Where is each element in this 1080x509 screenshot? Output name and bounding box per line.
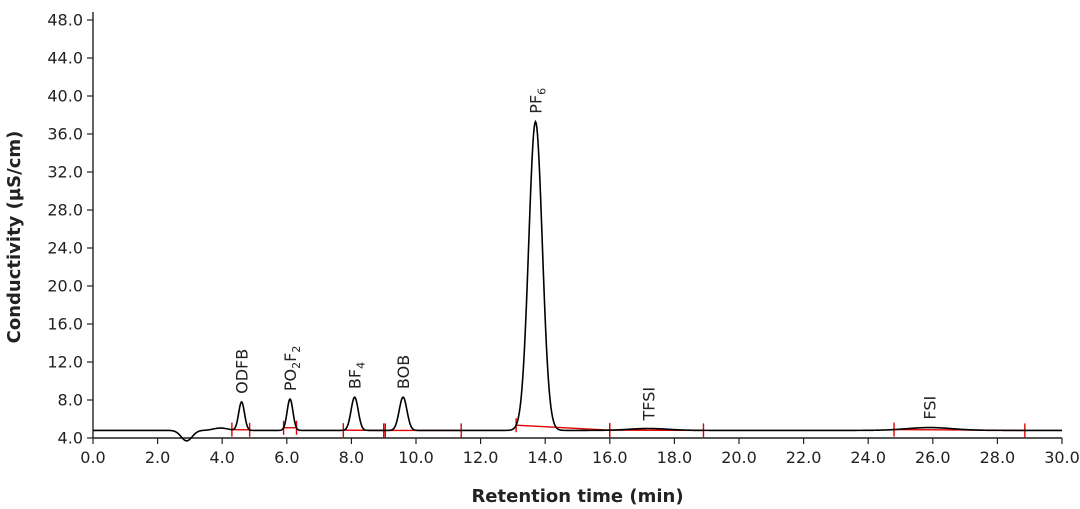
y-tick-label: 32.0	[47, 163, 83, 182]
peak-label-text: BOB	[394, 355, 413, 389]
peak-label-text: PO	[281, 369, 300, 391]
x-tick-label: 30.0	[1044, 448, 1080, 467]
x-tick-label: 20.0	[721, 448, 757, 467]
peak-label: BF4	[346, 362, 368, 389]
peak-label-text: BF	[346, 369, 365, 389]
peak-label: BOB	[394, 355, 413, 389]
x-tick-label: 22.0	[786, 448, 822, 467]
peak-label-subscript: 6	[536, 88, 549, 95]
integration-markers	[231, 418, 1026, 438]
x-tick-label: 26.0	[915, 448, 951, 467]
y-tick-label: 36.0	[47, 125, 83, 144]
integration-baseline	[516, 424, 610, 431]
peak-label-text: ODFB	[233, 349, 252, 394]
peak-label: ODFB	[233, 349, 252, 394]
y-tick-label: 16.0	[47, 315, 83, 334]
x-tick-label: 12.0	[463, 448, 499, 467]
x-tick-label: 16.0	[592, 448, 628, 467]
x-tick-label: 28.0	[980, 448, 1016, 467]
peak-label-subscript: 2	[290, 362, 303, 369]
x-tick-label: 0.0	[80, 448, 105, 467]
y-tick-label: 40.0	[47, 87, 83, 106]
x-tick-label: 10.0	[398, 448, 434, 467]
peak-label: PO2F2	[281, 346, 303, 391]
chromatogram-trace	[93, 119, 1062, 442]
y-tick-label: 12.0	[47, 353, 83, 372]
axes	[92, 12, 1062, 439]
y-tick-label: 48.0	[47, 11, 83, 30]
peak-label: FSI	[921, 396, 940, 420]
y-tick-label: 4.0	[58, 429, 83, 448]
y-tick-label: 20.0	[47, 277, 83, 296]
peak-label: PF6	[527, 88, 549, 114]
x-tick-label: 4.0	[209, 448, 234, 467]
y-tick-label: 28.0	[47, 201, 83, 220]
x-tick-label: 2.0	[145, 448, 170, 467]
y-axis-ticks: 4.0 8.0 12.0 16.0 20.0 24.0 28.0 32.0 36.0 40.0 44…	[47, 11, 93, 448]
y-tick-label: 8.0	[58, 391, 83, 410]
peak-label-text: TFSI	[640, 387, 659, 422]
x-tick-label: 14.0	[527, 448, 563, 467]
peak-label-text: F	[281, 353, 300, 362]
peak-label-subscript: 2	[290, 346, 303, 353]
y-axis-title: Conductivity (µS/cm)	[4, 131, 25, 344]
x-tick-label: 24.0	[850, 448, 886, 467]
peak-label-subscript: 4	[355, 362, 368, 369]
x-axis-title: Retention time (min)	[471, 486, 683, 507]
x-tick-label: 6.0	[274, 448, 299, 467]
peak-label-text: FSI	[921, 396, 940, 420]
y-tick-label: 44.0	[47, 49, 83, 68]
x-tick-label: 18.0	[657, 448, 693, 467]
y-tick-label: 24.0	[47, 239, 83, 258]
x-axis-ticks: 0.0 2.0 4.0 6.0 8.0 10.0 12.0 14.0 16.0 18.0 20.0 2…	[80, 438, 1080, 467]
peak-label-text: PF	[527, 95, 546, 114]
x-tick-label: 8.0	[339, 448, 364, 467]
peak-label: TFSI	[640, 387, 659, 422]
